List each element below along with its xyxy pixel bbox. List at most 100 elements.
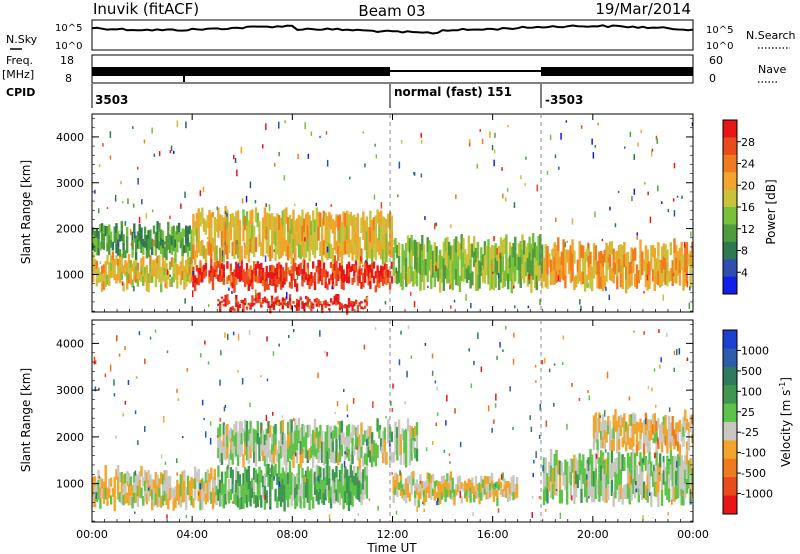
heatmap-cell [215, 265, 218, 273]
heatmap-cell [287, 301, 290, 304]
heatmap-cell [258, 292, 261, 296]
heatmap-cell [462, 252, 465, 268]
heatmap-cell [496, 481, 499, 490]
heatmap-cell [165, 481, 168, 494]
heatmap-cell [689, 275, 692, 288]
heatmap-cell [573, 471, 576, 488]
heatmap-cell [358, 457, 361, 470]
heatmap-cell [183, 245, 186, 254]
heatmap-cell [269, 265, 272, 272]
heatmap-cell [222, 446, 225, 459]
heatmap-cell [676, 460, 678, 468]
heatmap-cell [163, 249, 166, 258]
heatmap-cell [109, 262, 113, 271]
heatmap-cell [455, 236, 458, 253]
heatmap-cell [455, 489, 458, 496]
heatmap-cell [211, 498, 215, 510]
heatmap-cell [168, 243, 172, 254]
heatmap-cell [410, 250, 413, 267]
heatmap-cell [276, 263, 279, 272]
heatmap-cell [249, 481, 252, 494]
heatmap-cell [127, 254, 131, 264]
heatmap-cell [102, 233, 106, 242]
heatmap-cell [326, 461, 329, 474]
heatmap-cell [653, 433, 656, 444]
heatmap-cell [192, 244, 195, 260]
heatmap-cell [363, 480, 367, 495]
heatmap-cell [118, 264, 122, 274]
heatmap-cell [317, 372, 319, 379]
heatmap-cell [312, 473, 315, 485]
heatmap-cell [197, 490, 200, 502]
heatmap-cell [534, 364, 537, 368]
heatmap-cell [227, 464, 229, 470]
heatmap-cell [99, 498, 102, 509]
heatmap-cell [226, 423, 229, 436]
heatmap-cell [381, 441, 385, 453]
heatmap-cell [524, 183, 526, 186]
heatmap-cell [358, 268, 361, 276]
heatmap-cell [247, 477, 250, 490]
heatmap-cell [610, 241, 614, 255]
heatmap-cell [415, 435, 419, 449]
heatmap-cell [653, 368, 656, 372]
heatmap-cell [132, 126, 134, 129]
heatmap-cell [290, 483, 293, 495]
heatmap-cell [564, 475, 567, 491]
heatmap-cell [578, 453, 581, 467]
heatmap-cell [349, 239, 352, 254]
heatmap-cell [600, 480, 603, 497]
heatmap-cell [152, 225, 156, 234]
heatmap-cell [293, 253, 296, 258]
heatmap-cell [274, 445, 277, 456]
heatmap-cell [544, 472, 547, 487]
heatmap-cell [490, 472, 494, 481]
heatmap-cell [329, 214, 333, 230]
heatmap-cell [680, 256, 683, 271]
heatmap-cell [263, 300, 267, 303]
heatmap-cell [98, 476, 100, 479]
heatmap-cell [603, 429, 606, 440]
heatmap-cell [249, 265, 252, 273]
heatmap-cell [508, 268, 512, 282]
heatmap-cell [231, 308, 234, 311]
heatmap-cell [368, 498, 371, 501]
heatmap-cell [512, 427, 514, 430]
heatmap-cell [560, 489, 563, 504]
heatmap-cell [236, 240, 238, 245]
heatmap-cell [472, 511, 474, 516]
heatmap-cell [217, 427, 220, 438]
heatmap-cell [680, 241, 683, 256]
heatmap-cell [151, 209, 154, 213]
heatmap-cell [278, 453, 281, 467]
heatmap-cell [421, 272, 423, 276]
heatmap-cell [356, 466, 360, 478]
heatmap-cell [204, 472, 208, 483]
heatmap-cell [265, 451, 268, 464]
heatmap-cell [612, 415, 615, 427]
heatmap-cell [646, 263, 649, 277]
heatmap-cell [283, 237, 286, 252]
heatmap-cell [397, 443, 401, 456]
heatmap-cell [190, 239, 193, 249]
heatmap-cell [129, 486, 132, 496]
heatmap-cell [659, 467, 662, 482]
heatmap-cell [356, 228, 360, 245]
heatmap-cell [260, 426, 263, 430]
heatmap-cell [576, 474, 580, 489]
heatmap-cell [603, 488, 606, 503]
heatmap-cell [462, 485, 465, 492]
heatmap-cell [553, 402, 555, 407]
heatmap-cell [642, 515, 644, 520]
heatmap-cell [299, 454, 302, 468]
heatmap-cell [317, 478, 320, 492]
heatmap-cell [600, 276, 603, 289]
heatmap-cell [446, 473, 449, 482]
heatmap-cell [582, 271, 585, 285]
heatmap-cell [601, 266, 605, 279]
heatmap-cell [258, 295, 261, 300]
heatmap-cell [669, 464, 673, 481]
heatmap-cell [451, 477, 454, 486]
heatmap-cell [408, 268, 411, 284]
heatmap-cell [483, 476, 487, 483]
